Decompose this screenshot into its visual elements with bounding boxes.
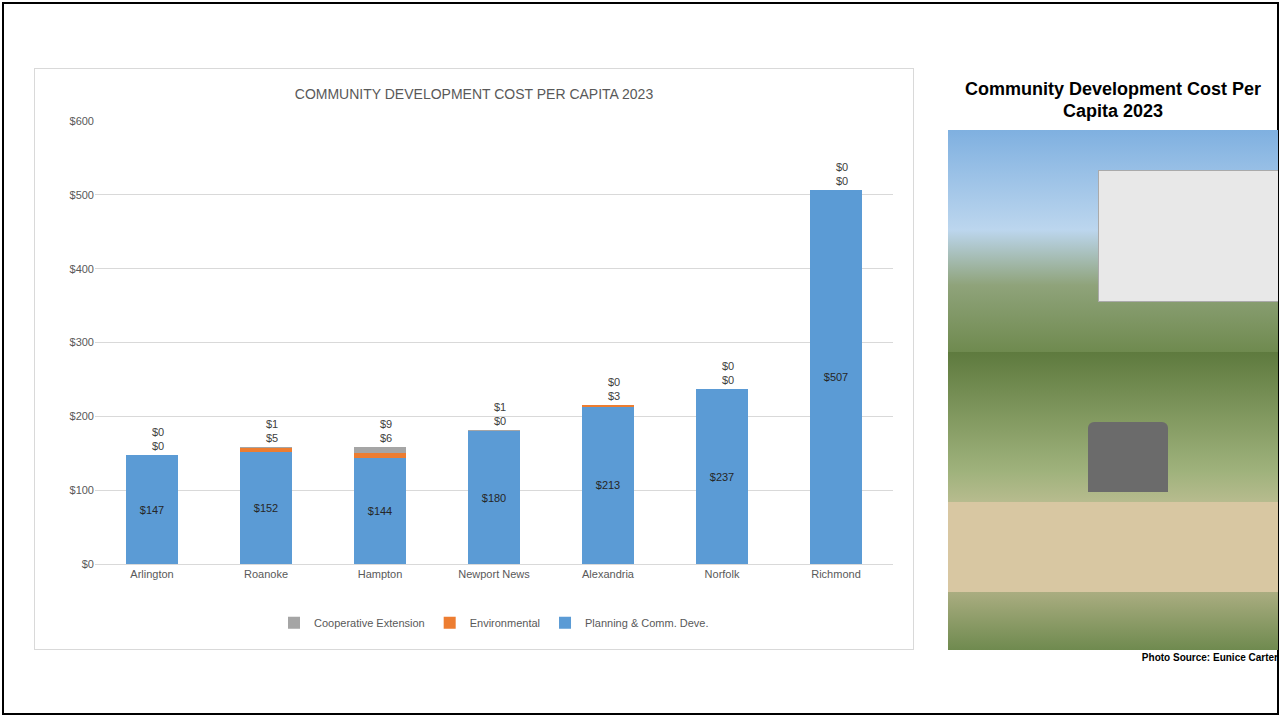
svg-text:Environmental: Environmental (470, 617, 540, 629)
svg-text:$5: $5 (266, 432, 278, 444)
svg-text:$147: $147 (140, 504, 164, 516)
svg-text:Hampton: Hampton (358, 568, 403, 580)
svg-text:$9: $9 (380, 418, 392, 430)
svg-text:COMMUNITY DEVELOPMENT COST PER: COMMUNITY DEVELOPMENT COST PER CAPITA 20… (295, 86, 654, 102)
svg-text:$200: $200 (70, 410, 94, 422)
svg-text:$500: $500 (70, 189, 94, 201)
svg-text:Planning & Comm. Deve.: Planning & Comm. Deve. (585, 617, 709, 629)
svg-text:$1: $1 (494, 401, 506, 413)
svg-text:Cooperative Extension: Cooperative Extension (314, 617, 425, 629)
svg-text:Alexandria: Alexandria (582, 568, 635, 580)
svg-text:$144: $144 (368, 505, 392, 517)
svg-text:Richmond: Richmond (811, 568, 861, 580)
svg-text:$3: $3 (608, 390, 620, 402)
svg-text:$0: $0 (152, 426, 164, 438)
svg-text:$152: $152 (254, 502, 278, 514)
svg-text:Norfolk: Norfolk (705, 568, 740, 580)
svg-text:$0: $0 (494, 415, 506, 427)
svg-text:Arlington: Arlington (130, 568, 173, 580)
svg-text:$180: $180 (482, 492, 506, 504)
svg-text:Newport News: Newport News (458, 568, 530, 580)
svg-text:$0: $0 (836, 175, 848, 187)
svg-text:$400: $400 (70, 263, 94, 275)
svg-text:$300: $300 (70, 336, 94, 348)
svg-text:$213: $213 (596, 479, 620, 491)
svg-text:$0: $0 (836, 161, 848, 173)
svg-text:$6: $6 (380, 432, 392, 444)
svg-text:$0: $0 (82, 558, 94, 570)
svg-text:$100: $100 (70, 484, 94, 496)
svg-text:$0: $0 (152, 440, 164, 452)
svg-text:Roanoke: Roanoke (244, 568, 288, 580)
svg-text:$0: $0 (722, 374, 734, 386)
svg-text:$1: $1 (266, 418, 278, 430)
html-text:Community Development Cost Per: Community Development Cost Per Capita 20… (965, 79, 1261, 121)
svg-text:$0: $0 (608, 376, 620, 388)
svg-text:$237: $237 (710, 471, 734, 483)
svg-text:$0: $0 (722, 360, 734, 372)
svg-text:$600: $600 (70, 115, 94, 127)
svg-text:$507: $507 (824, 371, 848, 383)
html-text:Photo Source: Eunice Carter: Photo Source: Eunice Carter (1141, 652, 1278, 663)
